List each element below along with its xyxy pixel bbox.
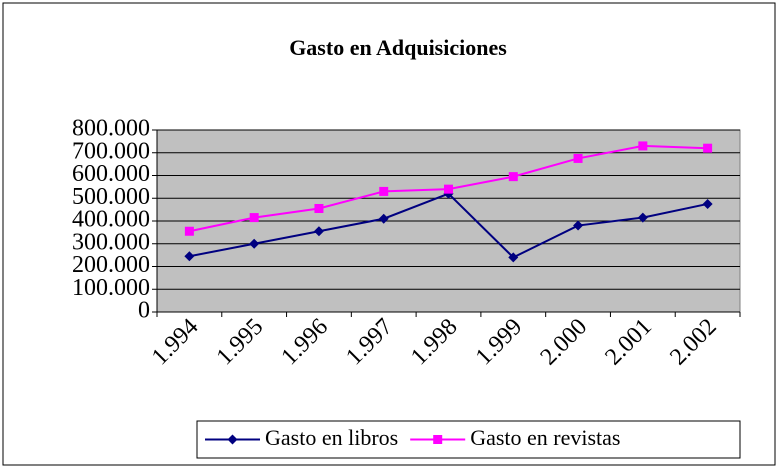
data-point <box>638 141 648 151</box>
data-point <box>184 251 195 262</box>
data-point <box>378 213 389 224</box>
y-tick-label: 200.000 <box>72 252 150 278</box>
legend-label: Gasto en revistas <box>470 425 620 450</box>
y-tick-label: 0 <box>138 298 150 324</box>
y-tick-label: 400.000 <box>72 207 150 233</box>
legend-label: Gasto en libros <box>265 425 398 450</box>
y-tick-label: 300.000 <box>72 229 150 255</box>
data-point <box>573 220 584 231</box>
data-point <box>249 213 259 223</box>
data-point <box>508 252 519 263</box>
chart-title: Gasto en Adquisiciones <box>289 35 507 60</box>
data-point <box>314 203 324 213</box>
y-tick-label: 600.000 <box>72 161 150 187</box>
legend-box <box>196 420 741 459</box>
legend-marker <box>227 434 238 445</box>
data-point <box>573 153 583 163</box>
data-point <box>703 143 713 153</box>
legend-marker <box>433 435 443 444</box>
data-point <box>508 172 518 182</box>
data-point <box>702 198 713 209</box>
data-point <box>249 238 260 249</box>
data-point <box>637 212 648 223</box>
y-tick-label: 800.000 <box>72 116 150 142</box>
data-point <box>444 184 453 194</box>
data-point <box>379 186 389 196</box>
y-tick-label: 500.000 <box>72 184 150 210</box>
y-tick-label: 100.000 <box>72 275 150 301</box>
y-tick-label: 700.000 <box>72 138 150 164</box>
data-point <box>184 226 194 236</box>
data-point <box>313 226 324 237</box>
